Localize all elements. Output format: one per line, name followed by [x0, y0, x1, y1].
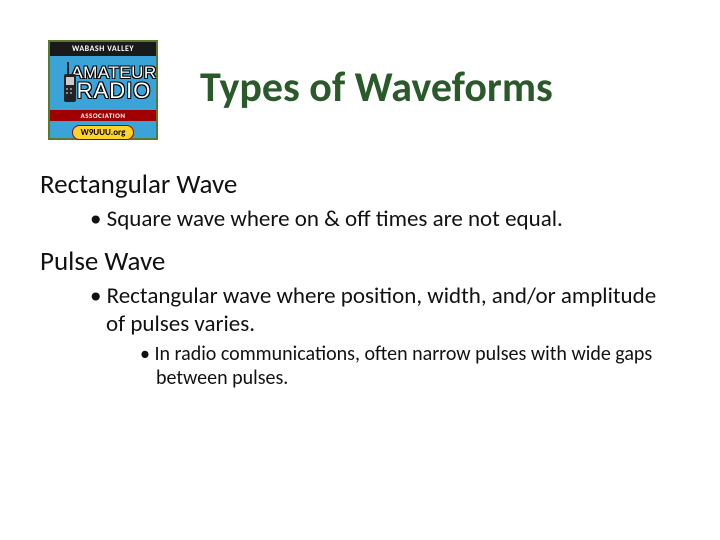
logo-mid: AMATEUR RADIO — [50, 56, 156, 110]
logo-url-pill: W9UUU.org — [72, 125, 135, 140]
slide-title: Types of Waveforms — [200, 62, 553, 113]
logo-bottom: W9UUU.org — [50, 121, 156, 143]
logo-line2: RADIO — [71, 81, 156, 101]
slide-body: Rectangular Wave Square wave where on & … — [40, 168, 680, 394]
handheld-radio-icon — [56, 62, 82, 104]
bullet-level3: In radio communications, often narrow pu… — [140, 342, 680, 390]
bullet-level2: Square wave where on & off times are not… — [90, 205, 680, 233]
section-heading: Rectangular Wave — [40, 168, 680, 201]
logo-assoc-band: ASSOCIATION — [50, 110, 156, 121]
bullet-level2: Rectangular wave where position, width, … — [90, 282, 680, 338]
logo-text-stack: AMATEUR RADIO — [71, 65, 156, 100]
logo-top-band: WABASH VALLEY — [50, 42, 156, 56]
club-logo: WABASH VALLEY AMATEUR RADIO ASSOCIATION … — [48, 40, 158, 140]
section-heading: Pulse Wave — [40, 245, 680, 278]
